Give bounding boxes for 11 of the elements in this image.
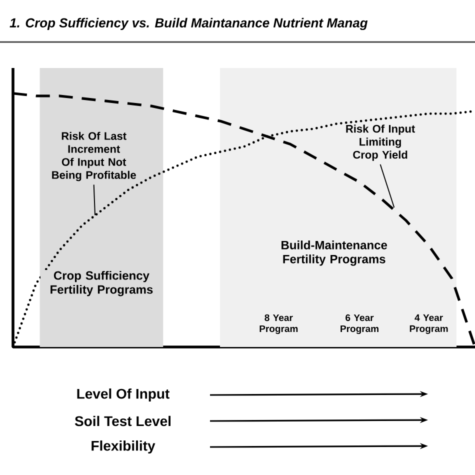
- annotation: Risk Of Input Limiting Crop Yield: [346, 124, 415, 161]
- text: Flexibility: [92, 440, 156, 454]
- text: Soil Test Level: [74, 416, 171, 426]
- annotation: Risk Of Last Increment Of Input Not Being Profitable: [52, 132, 136, 182]
- annotation: Crop Sufficiency Fertility Programs: [50, 270, 153, 296]
- annotation: 8 Year Program: [260, 314, 298, 334]
- chart-title: 1. Crop Sufficiency vs. Build Maintanance Nutrient Manag: [10, 18, 368, 30]
- annotation: 4 Year Program: [410, 314, 448, 334]
- annotation: Build-Maintenance Fertility Programs: [282, 240, 388, 266]
- annotation: 6 Year Program: [340, 314, 378, 334]
- x-axis-title: Level Of Input: [77, 388, 170, 402]
